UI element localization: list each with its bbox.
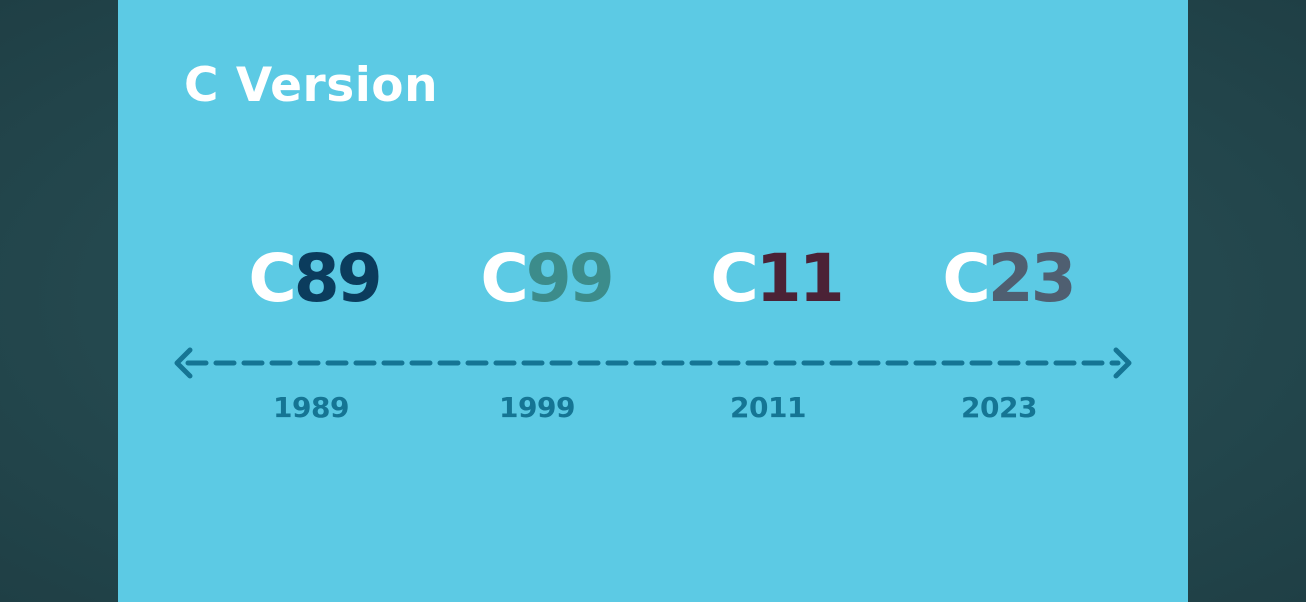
version-number: 11 [755,240,845,317]
year-label: 1999 [499,391,575,424]
version-number: 23 [987,240,1077,317]
arrow-left-icon [174,347,193,379]
timeline-arrow [174,347,1132,379]
year-label: 1989 [273,391,349,424]
version-number: 89 [293,240,383,317]
year-label: 2023 [961,391,1037,424]
version-prefix: C [942,240,990,317]
year-label: 2011 [730,391,806,424]
version-number: 99 [525,240,615,317]
version-label-c99: C99 [436,246,656,312]
slide-title: C Version [184,58,439,113]
version-label-c23: C23 [898,246,1118,312]
version-prefix: C [248,240,296,317]
slide: C Version C89 C99 C11 C23 1989 1999 2011… [118,0,1188,602]
version-prefix: C [710,240,758,317]
version-prefix: C [480,240,528,317]
version-label-c89: C89 [204,246,424,312]
version-label-c11: C11 [666,246,886,312]
arrow-right-icon [1113,347,1132,379]
